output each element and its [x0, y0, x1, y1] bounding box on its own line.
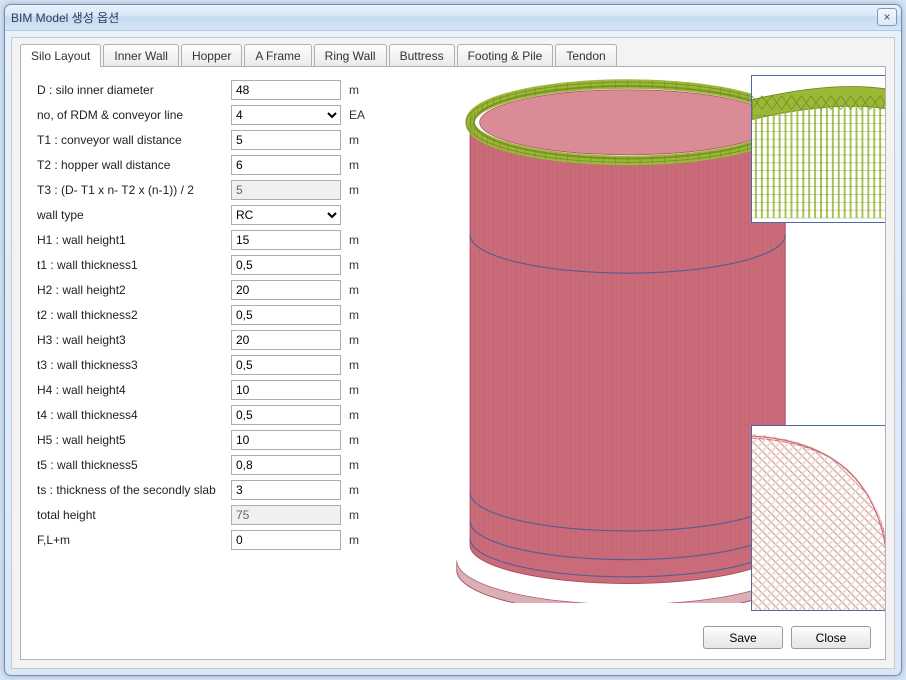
unit-t2: m: [341, 158, 381, 172]
label-th3: t3 : wall thickness3: [31, 358, 231, 372]
titlebar: BIM Model 생성 옵션 ×: [5, 5, 901, 31]
unit-th1: m: [341, 258, 381, 272]
tab-aframe[interactable]: A Frame: [244, 44, 311, 67]
tab-strip: Silo LayoutInner WallHopperA FrameRing W…: [12, 38, 894, 67]
tab-inner[interactable]: Inner Wall: [103, 44, 179, 67]
label-t1: T1 : conveyor wall distance: [31, 133, 231, 147]
input-t2[interactable]: [231, 155, 341, 175]
label-h1: H1 : wall height1: [31, 233, 231, 247]
unit-h2: m: [341, 283, 381, 297]
content-area: Silo LayoutInner WallHopperA FrameRing W…: [11, 37, 895, 669]
input-ts[interactable]: [231, 480, 341, 500]
input-rdm[interactable]: 4: [231, 105, 341, 125]
unit-th4: m: [341, 408, 381, 422]
input-th3[interactable]: [231, 355, 341, 375]
input-th1[interactable]: [231, 255, 341, 275]
app-window: BIM Model 생성 옵션 × Silo LayoutInner WallH…: [4, 4, 902, 676]
label-th4: t4 : wall thickness4: [31, 408, 231, 422]
input-h5[interactable]: [231, 430, 341, 450]
unit-total: m: [341, 508, 381, 522]
unit-rdm: EA: [341, 108, 381, 122]
unit-th5: m: [341, 458, 381, 472]
label-t2: T2 : hopper wall distance: [31, 158, 231, 172]
row-t3: T3 : (D- T1 x n- T2 x (n-1)) / 2 m: [31, 177, 439, 202]
row-th3: t3 : wall thickness3 m: [31, 352, 439, 377]
input-h4[interactable]: [231, 380, 341, 400]
row-rdm: no, of RDM & conveyor line4EA: [31, 102, 439, 127]
unit-h4: m: [341, 383, 381, 397]
close-icon: ×: [883, 10, 890, 24]
input-th2[interactable]: [231, 305, 341, 325]
input-th5[interactable]: [231, 455, 341, 475]
label-h5: H5 : wall height5: [31, 433, 231, 447]
input-t1[interactable]: [231, 130, 341, 150]
row-th1: t1 : wall thickness1 m: [31, 252, 439, 277]
unit-h1: m: [341, 233, 381, 247]
unit-t3: m: [341, 183, 381, 197]
unit-th3: m: [341, 358, 381, 372]
row-th5: t5 : wall thickness5 m: [31, 452, 439, 477]
label-ts: ts : thickness of the secondly slab: [31, 483, 231, 497]
label-flm: F,L+m: [31, 533, 231, 547]
label-d: D : silo inner diameter: [31, 83, 231, 97]
row-flm: F,L+m m: [31, 527, 439, 552]
unit-h3: m: [341, 333, 381, 347]
tab-hopper[interactable]: Hopper: [181, 44, 242, 67]
label-th1: t1 : wall thickness1: [31, 258, 231, 272]
label-th2: t2 : wall thickness2: [31, 308, 231, 322]
inset-bottom-detail: [751, 425, 886, 611]
row-t1: T1 : conveyor wall distance m: [31, 127, 439, 152]
unit-h5: m: [341, 433, 381, 447]
unit-d: m: [341, 83, 381, 97]
label-total: total height: [31, 508, 231, 522]
viz-area: [451, 77, 875, 603]
label-h4: H4 : wall height4: [31, 383, 231, 397]
window-title: BIM Model 생성 옵션: [11, 9, 119, 26]
row-th2: t2 : wall thickness2 m: [31, 302, 439, 327]
unit-flm: m: [341, 533, 381, 547]
input-t3: [231, 180, 341, 200]
tab-footing[interactable]: Footing & Pile: [457, 44, 554, 67]
unit-th2: m: [341, 308, 381, 322]
row-th4: t4 : wall thickness4 m: [31, 402, 439, 427]
label-h2: H2 : wall height2: [31, 283, 231, 297]
input-h3[interactable]: [231, 330, 341, 350]
input-th4[interactable]: [231, 405, 341, 425]
input-flm[interactable]: [231, 530, 341, 550]
row-h1: H1 : wall height1 m: [31, 227, 439, 252]
footer-buttons: Save Close: [703, 626, 871, 649]
tab-body: D : silo inner diameter m no, of RDM & con…: [20, 66, 886, 660]
save-button[interactable]: Save: [703, 626, 783, 649]
input-h2[interactable]: [231, 280, 341, 300]
form-area: D : silo inner diameter m no, of RDM & con…: [31, 77, 439, 552]
label-walltype: wall type: [31, 208, 231, 222]
tab-buttress[interactable]: Buttress: [389, 44, 455, 67]
unit-t1: m: [341, 133, 381, 147]
row-h4: H4 : wall height4 m: [31, 377, 439, 402]
row-h3: H3 : wall height3 m: [31, 327, 439, 352]
tab-ring[interactable]: Ring Wall: [314, 44, 387, 67]
label-t3: T3 : (D- T1 x n- T2 x (n-1)) / 2: [31, 183, 231, 197]
row-h2: H2 : wall height2 m: [31, 277, 439, 302]
tab-silo[interactable]: Silo Layout: [20, 44, 101, 67]
row-total: total height m: [31, 502, 439, 527]
input-walltype[interactable]: RC: [231, 205, 341, 225]
input-h1[interactable]: [231, 230, 341, 250]
label-th5: t5 : wall thickness5: [31, 458, 231, 472]
tab-tendon[interactable]: Tendon: [555, 44, 616, 67]
label-h3: H3 : wall height3: [31, 333, 231, 347]
input-total: [231, 505, 341, 525]
row-t2: T2 : hopper wall distance m: [31, 152, 439, 177]
input-d[interactable]: [231, 80, 341, 100]
row-ts: ts : thickness of the secondly slab m: [31, 477, 439, 502]
window-close-button[interactable]: ×: [877, 8, 897, 26]
row-h5: H5 : wall height5 m: [31, 427, 439, 452]
row-walltype: wall typeRC: [31, 202, 439, 227]
row-d: D : silo inner diameter m: [31, 77, 439, 102]
unit-ts: m: [341, 483, 381, 497]
close-button[interactable]: Close: [791, 626, 871, 649]
inset-top-detail: [751, 75, 886, 223]
label-rdm: no, of RDM & conveyor line: [31, 108, 231, 122]
